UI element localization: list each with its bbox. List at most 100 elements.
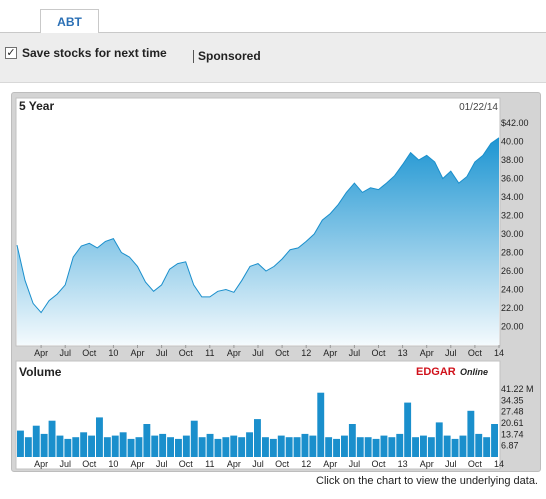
sponsored-label: Sponsored [198, 49, 261, 63]
volume-bar [269, 438, 277, 457]
price-y-tick: 30.00 [501, 229, 524, 239]
volume-x-tick: Jul [252, 459, 264, 469]
volume-bar [467, 410, 475, 457]
volume-x-tick: 11 [205, 459, 214, 469]
price-x-tick: Oct [179, 348, 194, 358]
volume-bar [459, 435, 467, 457]
price-x-tick: Oct [82, 348, 97, 358]
volume-bar [56, 435, 64, 457]
options-bar: ✓ Save stocks for next time Sponsored [0, 33, 546, 83]
chart-frame[interactable]: 5 Year 01/22/14 $42.00 40.00 38.00 36.00 34.… [11, 92, 541, 472]
volume-x-tick: Jul [156, 459, 168, 469]
price-x-tick: Jul [445, 348, 457, 358]
volume-bar [388, 437, 396, 457]
volume-bar [475, 433, 483, 457]
volume-bar [135, 437, 143, 457]
volume-bar [341, 435, 348, 457]
price-x-tick: Jul [252, 348, 264, 358]
volume-bar [491, 424, 498, 457]
volume-bar [190, 420, 198, 457]
volume-bar [372, 438, 380, 457]
volume-x-tick: Apr [130, 459, 144, 469]
volume-x-tick: 10 [108, 459, 118, 469]
volume-x-tick: Oct [371, 459, 386, 469]
price-y-tick: $42.00 [501, 118, 529, 128]
volume-y-tick: 20.61 [501, 418, 524, 428]
volume-x-tick: Apr [323, 459, 337, 469]
volume-bar [285, 437, 293, 457]
volume-bar [96, 417, 103, 457]
stock-chart[interactable]: 5 Year 01/22/14 $42.00 40.00 38.00 36.00 34.… [12, 93, 542, 473]
price-y-tick: 32.00 [501, 211, 524, 221]
volume-bar [364, 437, 372, 457]
volume-bar [277, 435, 285, 457]
volume-bar [246, 432, 253, 457]
volume-y-tick: 6.87 [501, 441, 519, 451]
tab-abt[interactable]: ABT [40, 9, 99, 34]
volume-x-tick: Jul [59, 459, 71, 469]
volume-bar [333, 438, 340, 457]
price-x-tick: 10 [108, 348, 118, 358]
volume-bar [254, 419, 261, 457]
volume-y-tick: 34.35 [501, 395, 524, 405]
volume-x-tick: 14 [494, 459, 504, 469]
price-y-tick: 34.00 [501, 192, 524, 202]
volume-bar [348, 424, 356, 457]
volume-bar [159, 433, 167, 457]
volume-bar [238, 437, 246, 457]
price-x-tick: Jul [156, 348, 168, 358]
checkmark-icon: ✓ [6, 47, 16, 59]
volume-bar [262, 437, 269, 457]
volume-bar [412, 437, 419, 457]
volume-bar [24, 437, 32, 457]
price-line [16, 137, 500, 314]
volume-bar [293, 437, 301, 457]
price-x-tick: Oct [275, 348, 290, 358]
divider [193, 50, 194, 63]
edgar-suffix: Online [460, 367, 488, 377]
save-stocks-checkbox[interactable]: ✓ [5, 47, 17, 59]
save-stocks-label[interactable]: Save stocks for next time [22, 46, 167, 60]
volume-x-tick: Apr [420, 459, 434, 469]
volume-bar [427, 437, 435, 457]
volume-bar [198, 437, 206, 457]
volume-x-tick: Oct [468, 459, 483, 469]
price-x-tick: 14 [494, 348, 504, 358]
edgar-brand: EDGAR [416, 366, 456, 378]
price-chart-title: 5 Year [19, 99, 54, 113]
price-y-tick: 38.00 [501, 155, 524, 165]
volume-bar [325, 437, 333, 457]
volume-bar [356, 437, 364, 457]
price-y-tick: 36.00 [501, 174, 524, 184]
price-y-tick: 28.00 [501, 248, 524, 258]
volume-bar [380, 435, 388, 457]
price-y-tick: 24.00 [501, 285, 524, 295]
price-x-tick: Apr [420, 348, 434, 358]
price-x-tick: Apr [34, 348, 48, 358]
volume-bar [32, 425, 40, 457]
price-x-tick: 13 [398, 348, 408, 358]
volume-x-tick: 13 [398, 459, 408, 469]
price-y-tick: 40.00 [501, 137, 524, 147]
volume-bar [206, 433, 214, 457]
volume-chart-title: Volume [19, 365, 62, 379]
volume-bar [72, 437, 80, 457]
volume-x-tick: Apr [34, 459, 48, 469]
volume-bar [404, 402, 412, 457]
volume-bar [435, 422, 443, 457]
volume-bar [127, 438, 135, 457]
volume-x-tick: Oct [179, 459, 194, 469]
volume-bar [309, 435, 317, 457]
volume-bar [103, 437, 111, 457]
price-x-tick: Oct [371, 348, 386, 358]
volume-bar [151, 435, 159, 457]
volume-bar [167, 437, 174, 457]
volume-bar [182, 435, 190, 457]
volume-bar [175, 438, 182, 457]
volume-bar [88, 435, 95, 457]
price-x-tick: Apr [323, 348, 337, 358]
volume-bar [230, 435, 238, 457]
chart-footnote: Click on the chart to view the underlyin… [316, 475, 538, 487]
price-x-tick: 12 [301, 348, 311, 358]
volume-bar [222, 437, 230, 457]
